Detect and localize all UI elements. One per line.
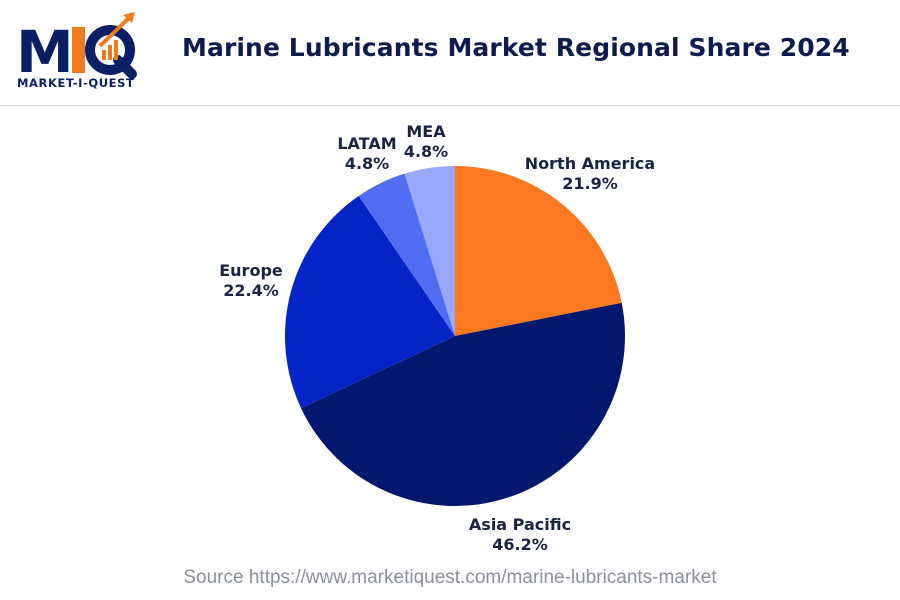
pie-slices <box>284 166 626 507</box>
logo-text: MARKET-I-QUEST <box>17 76 135 90</box>
slice-label-value: 21.9% <box>562 174 618 193</box>
page-title: Marine Lubricants Market Regional Share … <box>182 33 850 62</box>
slice-label-name: LATAM <box>337 134 396 153</box>
slice-label-value: 22.4% <box>223 281 279 300</box>
pie-slice-europe <box>284 195 455 409</box>
logo: M <box>16 12 137 86</box>
source-note: Source https://www.marketiquest.com/mari… <box>183 567 717 588</box>
slice-label-value: 4.8% <box>345 154 389 173</box>
logo-i-bar <box>72 27 85 73</box>
slice-label-name: MEA <box>406 122 446 141</box>
pie-slice-latam <box>358 173 455 336</box>
pie-slice-north-america <box>455 166 622 336</box>
logo-letters-m: M <box>16 18 74 86</box>
slice-label-name: North America <box>525 154 655 173</box>
slice-label-value: 46.2% <box>492 535 548 554</box>
logo-q-ring <box>85 25 135 75</box>
logo-bar-3 <box>114 40 118 60</box>
slice-label-name: Asia Pacific <box>469 515 571 534</box>
slice-label-value: 4.8% <box>404 142 448 161</box>
pie-slice-asia-pacific <box>301 302 626 507</box>
header: M MARKET-I-QUEST Marine Lubricants Marke… <box>0 0 900 106</box>
logo-bar-2 <box>108 45 112 60</box>
logo-arrow-line <box>98 14 133 48</box>
logo-bar-1 <box>102 50 106 60</box>
logo-q-tail <box>113 55 137 79</box>
logo-arrow-head-icon <box>123 12 135 23</box>
pie-slice-mea <box>404 166 455 336</box>
slice-label-name: Europe <box>219 261 283 280</box>
